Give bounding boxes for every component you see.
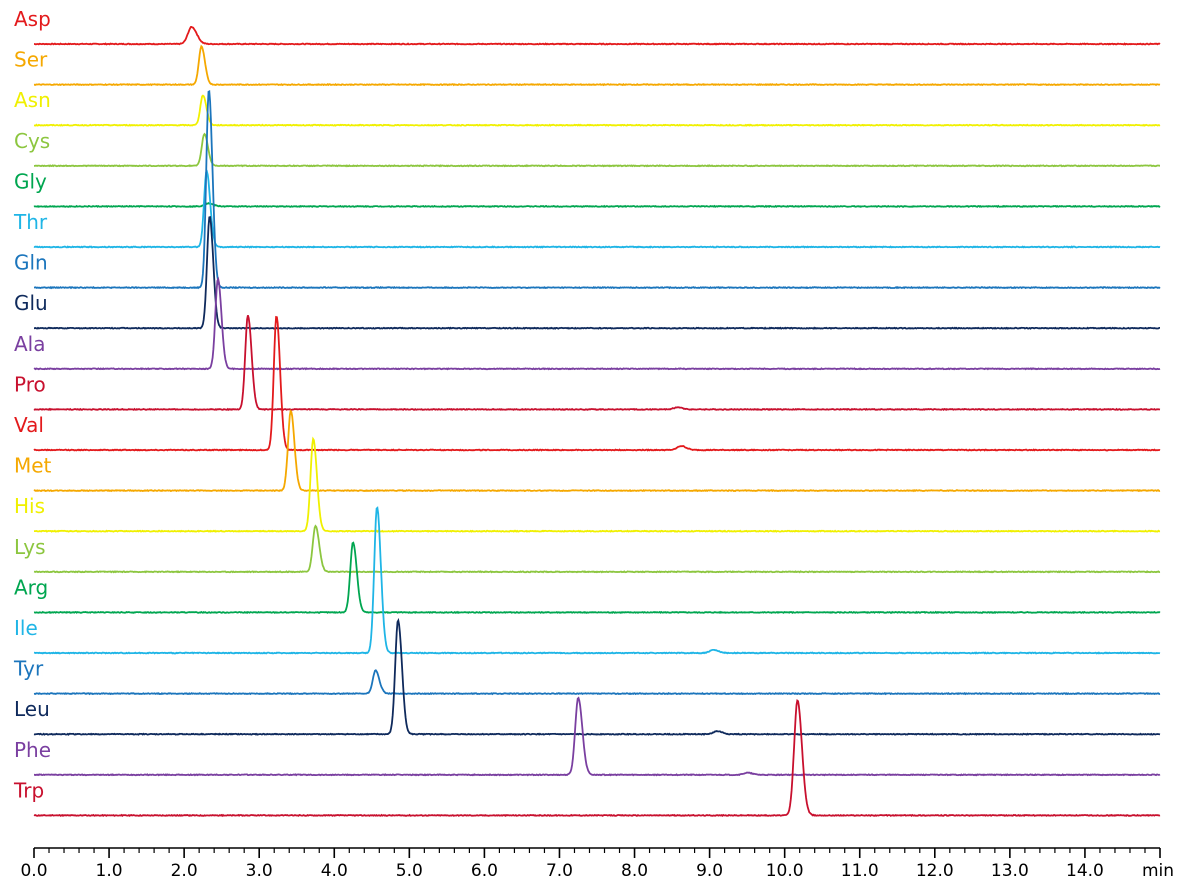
trace-tyr [33, 669, 1161, 696]
x-tick-label-2-0: 2.0 [171, 861, 198, 880]
trace-ala [33, 276, 1161, 371]
trace-label-met: Met [14, 454, 52, 478]
trace-label-ser: Ser [14, 48, 48, 72]
x-tick-label-8-0: 8.0 [621, 861, 648, 880]
trace-gly [33, 202, 1161, 209]
trace-label-asp: Asp [14, 7, 51, 31]
trace-gln [34, 89, 1161, 290]
trace-asn [33, 94, 1161, 127]
x-tick-label-9-0: 9.0 [696, 861, 723, 880]
x-tick-label-4-0: 4.0 [321, 861, 348, 880]
trace-label-trp: Trp [13, 778, 44, 802]
trace-his [34, 436, 1161, 533]
trace-val [33, 315, 1161, 452]
trace-label-group: Asp Ser Asn Cys Gly Thr Gln Glu Ala Pro Val Met His L… [13, 7, 52, 802]
trace-met [33, 409, 1161, 493]
trace-label-gln: Gln [14, 251, 48, 275]
trace-label-pro: Pro [14, 372, 46, 396]
trace-cys [34, 132, 1160, 168]
trace-thr [33, 169, 1161, 249]
trace-lys [33, 524, 1161, 574]
trace-label-thr: Thr [13, 210, 48, 234]
x-tick-label-6-0: 6.0 [471, 861, 498, 880]
x-tick-label-3-0: 3.0 [246, 861, 273, 880]
trace-label-ala: Ala [14, 332, 46, 356]
trace-label-gly: Gly [14, 169, 47, 193]
x-tick-label-0-0: 0.0 [20, 861, 47, 880]
trace-label-asn: Asn [14, 88, 51, 112]
trace-label-cys: Cys [14, 129, 50, 153]
trace-label-ile: Ile [14, 616, 38, 640]
x-tick-label-10-0: 10.0 [766, 861, 804, 880]
x-tick-label-7-0: 7.0 [546, 861, 573, 880]
x-tick-label-5-0: 5.0 [396, 861, 423, 880]
x-tick-label-11-0: 11.0 [841, 861, 879, 880]
trace-phe [34, 696, 1161, 777]
x-tick-label-12-0: 12.0 [916, 861, 954, 880]
trace-ser [33, 44, 1161, 87]
trace-arg [33, 541, 1161, 614]
trace-ile [33, 506, 1161, 655]
x-axis: 0.0 1.0 2.0 3.0 4.0 5.0 6.0 7.0 8.0 9.0 10.0 11.0 12… [20, 847, 1174, 880]
trace-pro [33, 315, 1161, 412]
trace-label-phe: Phe [14, 738, 51, 762]
x-axis-unit-label: min [1142, 861, 1174, 880]
x-tick-label-13-0: 13.0 [991, 861, 1029, 880]
x-tick-label-14-0: 14.0 [1066, 861, 1104, 880]
trace-label-leu: Leu [14, 697, 50, 721]
trace-asp [34, 25, 1161, 46]
trace-label-his: His [14, 494, 45, 518]
trace-label-val: Val [14, 413, 44, 437]
trace-trp [33, 699, 1161, 818]
trace-label-glu: Glu [14, 291, 48, 315]
trace-label-arg: Arg [14, 575, 48, 599]
trace-leu [33, 617, 1161, 736]
trace-label-tyr: Tyr [13, 657, 44, 681]
trace-group [33, 25, 1161, 818]
x-tick-label-1-0: 1.0 [96, 861, 123, 880]
trace-label-lys: Lys [14, 535, 46, 559]
